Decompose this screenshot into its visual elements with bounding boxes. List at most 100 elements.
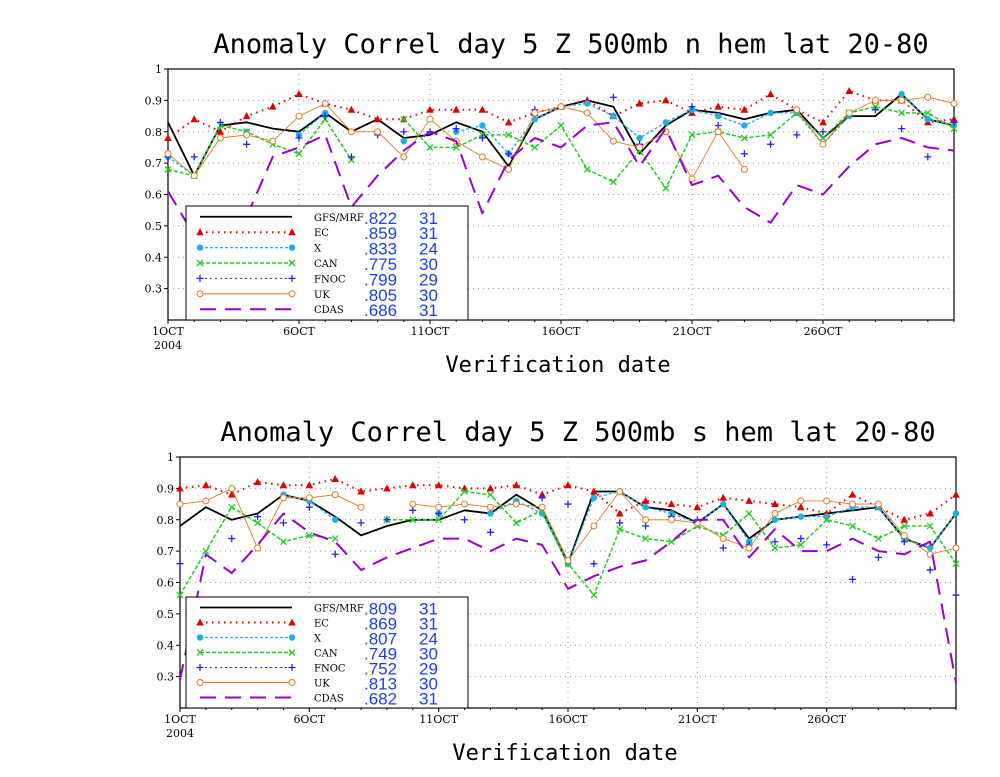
data-point [688,131,696,139]
data-point [254,513,262,521]
data-point [564,557,572,565]
x-tick-label: 16OCT [549,713,588,726]
data-point [667,516,675,524]
series-ec [164,86,958,142]
data-point [538,490,546,498]
data-point [771,509,779,517]
data-point [216,127,225,135]
data-point [409,481,417,489]
data-point [409,506,417,514]
data-point [590,560,598,568]
data-point [400,128,408,136]
data-point [176,500,184,508]
legend-label: GFS/MRF [314,604,364,615]
y-tick-label: 0.9 [145,94,163,107]
data-point [819,118,827,126]
legend-label: CAN [314,259,338,270]
data-point [176,484,184,492]
data-point [228,535,236,543]
data-point [531,116,538,123]
data-point [719,535,727,543]
data-point [357,503,365,511]
data-point [295,150,303,158]
data-point [435,516,443,524]
data-point [849,500,857,508]
data-point [557,122,565,129]
legend-mean: .859 [364,224,397,243]
data-point [505,165,513,173]
data-point [347,128,355,136]
legend-marker [196,259,204,267]
data-point [926,509,934,517]
legend-marker [288,290,296,298]
legend-count: 30 [419,286,438,305]
legend: GFS/MRF .809 31 EC .869 31 X .807 24 CAN .749 30 FNO… [185,596,469,709]
legend-mean: .822 [364,209,397,228]
legend-count: 29 [419,270,438,289]
data-point [590,591,598,599]
data-point [642,516,650,524]
legend-label: X [314,244,322,255]
data-point [564,481,572,489]
legend-marker [288,244,296,251]
y-tick-label: 0.7 [145,157,163,170]
data-point [924,109,932,117]
chart-panel-north: Anomaly Correl day 5 Z 500mb n hem lat 2… [145,29,958,378]
y-tick-label: 0.7 [157,545,175,558]
x-tick-label: 6OCT [293,713,325,726]
series-line [179,512,957,684]
data-point [819,128,827,136]
data-point [714,121,722,129]
y-tick-label: 1 [167,451,174,464]
legend-count: 29 [419,660,438,679]
data-point [688,103,696,111]
data-point [740,150,748,158]
data-point [849,522,856,530]
data-point [688,175,696,183]
data-point [279,519,287,527]
data-point [767,109,774,117]
data-point [295,134,303,142]
legend-count: 30 [419,675,438,694]
data-point [590,494,598,501]
legend-label: CDAS [314,694,344,705]
legend-label: EC [314,228,329,239]
data-point [452,105,460,113]
data-point [641,496,650,504]
chart-panel-south: Anomaly Correl day 5 Z 500mb s hem lat 2… [157,417,960,766]
data-point [254,544,262,552]
legend-label: UK [314,679,330,690]
data-point [952,510,960,517]
legend-label: X [314,634,322,645]
legend-marker [288,634,296,641]
data-point [950,125,958,133]
legend-mean: .809 [364,600,397,619]
data-point [164,165,172,173]
series-ec [176,474,960,523]
series-cdas [167,121,955,252]
data-point [254,519,262,527]
data-point [926,522,934,530]
y-tick-label: 0.8 [157,514,175,527]
x-tick-label: 11OCT [411,325,450,338]
data-point [848,490,857,498]
legend-marker [288,259,296,267]
y-tick-label: 1 [155,63,162,76]
data-point [583,165,591,173]
data-point [538,503,546,511]
legend-mean: .775 [364,255,397,274]
data-point [720,500,727,508]
data-point [409,516,417,524]
data-point [610,112,617,120]
data-point [741,122,748,129]
data-point [452,125,460,133]
data-point [740,134,748,142]
x-tick-label: 21OCT [673,325,712,338]
data-point [331,550,339,558]
legend-count: 24 [419,630,438,649]
data-point [243,131,251,139]
data-point [280,538,287,546]
data-point [767,131,775,139]
x-tick-sublabel: 2004 [154,339,182,352]
